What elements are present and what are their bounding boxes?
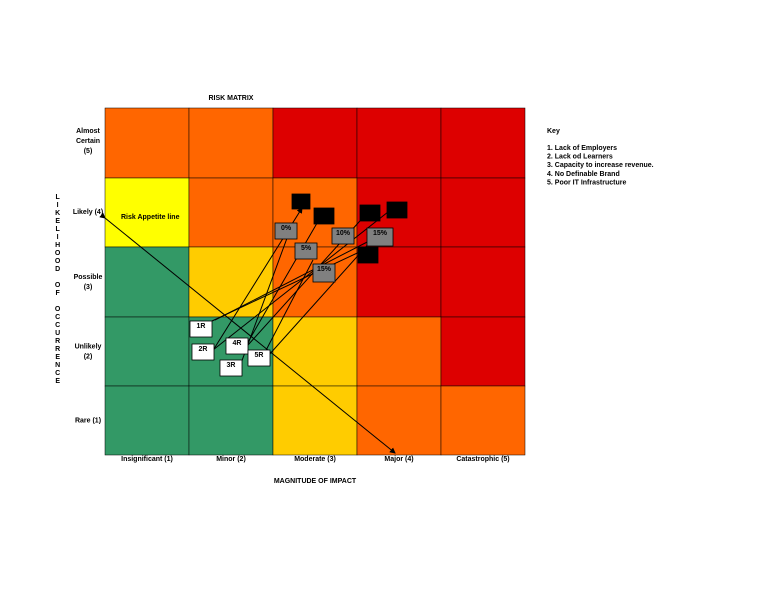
column-label: Catastrophic (5) [456,456,509,463]
risk-box [189,320,213,338]
column-label: Major (4) [384,456,413,463]
matrix-cell [440,385,526,456]
matrix-cell [104,177,190,248]
matrix-cell [104,107,190,179]
risk-box-label: 4R [233,340,242,347]
row-label: Unlikely [75,343,102,350]
risk-box-label: 2G [363,249,373,256]
matrix-cell [104,385,190,456]
row-label: Likely (4) [73,209,103,216]
risk-box-label: 5% [301,245,312,252]
risk-box-label: 3R [227,362,236,369]
matrix-cell [188,177,274,248]
risk-box [291,193,311,210]
matrix-cell [188,246,274,318]
key-item: 1. Lack of Employers [547,145,617,152]
risk-box [386,201,408,219]
row-label: Rare (1) [75,417,101,424]
risk-box [313,207,335,225]
risk-box-label: 1R [197,323,206,330]
matrix-cell [188,107,274,179]
row-label: Almost [76,128,100,135]
risk-box [219,359,243,377]
row-label: (3) [84,284,93,291]
row-label: Possible [74,274,103,281]
matrix-cell [272,316,358,387]
risk-box [312,263,336,283]
risk-box [225,337,249,355]
risk-box [274,222,298,240]
risk-box [247,349,271,367]
matrix-cell [440,246,526,318]
risk-box [294,242,318,260]
matrix-cell [272,107,358,179]
key-item: 2. Lack od Learners [547,154,613,161]
matrix-cell [188,385,274,456]
matrix-cell [356,385,442,456]
x-axis-title: MAGNITUDE OF IMPACT [274,478,357,485]
risk-box-label: 15% [373,230,388,237]
matrix-cell [440,177,526,248]
row-label: (2) [84,353,93,360]
matrix-cell [272,385,358,456]
matrix-cell [440,107,526,179]
risk-box [357,246,379,264]
risk-box-label: 1G [365,207,375,214]
column-label: Minor (2) [216,456,246,463]
row-label: (5) [84,148,93,155]
matrix-cell [104,246,190,318]
matrix-cell [356,316,442,387]
risk-box-label: 10% [336,230,351,237]
risk-box-label: 3G [392,204,402,211]
key-item: 3. Capacity to increase revenue. [547,162,654,169]
risk-box-label: 0% [281,225,292,232]
matrix-cell [356,107,442,179]
risk-box-label: 5G [319,210,329,217]
risk-box-label: 4G [296,196,306,203]
appetite-label: Risk Appetite line [121,214,180,221]
title: RISK MATRIX [209,95,254,102]
risk-box-label: 5R [255,352,264,359]
matrix-cell [104,316,190,387]
y-axis-title: LIKELIHOOD OF OCCURRENCE [54,194,61,386]
risk-box-label: 2R [199,346,208,353]
risk-box [191,343,215,361]
key-item: 5. Poor IT Infrastructure [547,180,626,187]
column-label: Moderate (3) [294,456,336,463]
matrix-cell [440,316,526,387]
key-item: 4. No Definable Brand [547,171,620,178]
column-label: Insignificant (1) [121,456,173,463]
key-title: Key [547,128,560,135]
risk-box [359,204,381,222]
row-label: Certain [76,138,100,145]
risk-box-label: 15% [317,266,332,273]
risk-box [331,227,355,245]
risk-box [366,227,394,247]
